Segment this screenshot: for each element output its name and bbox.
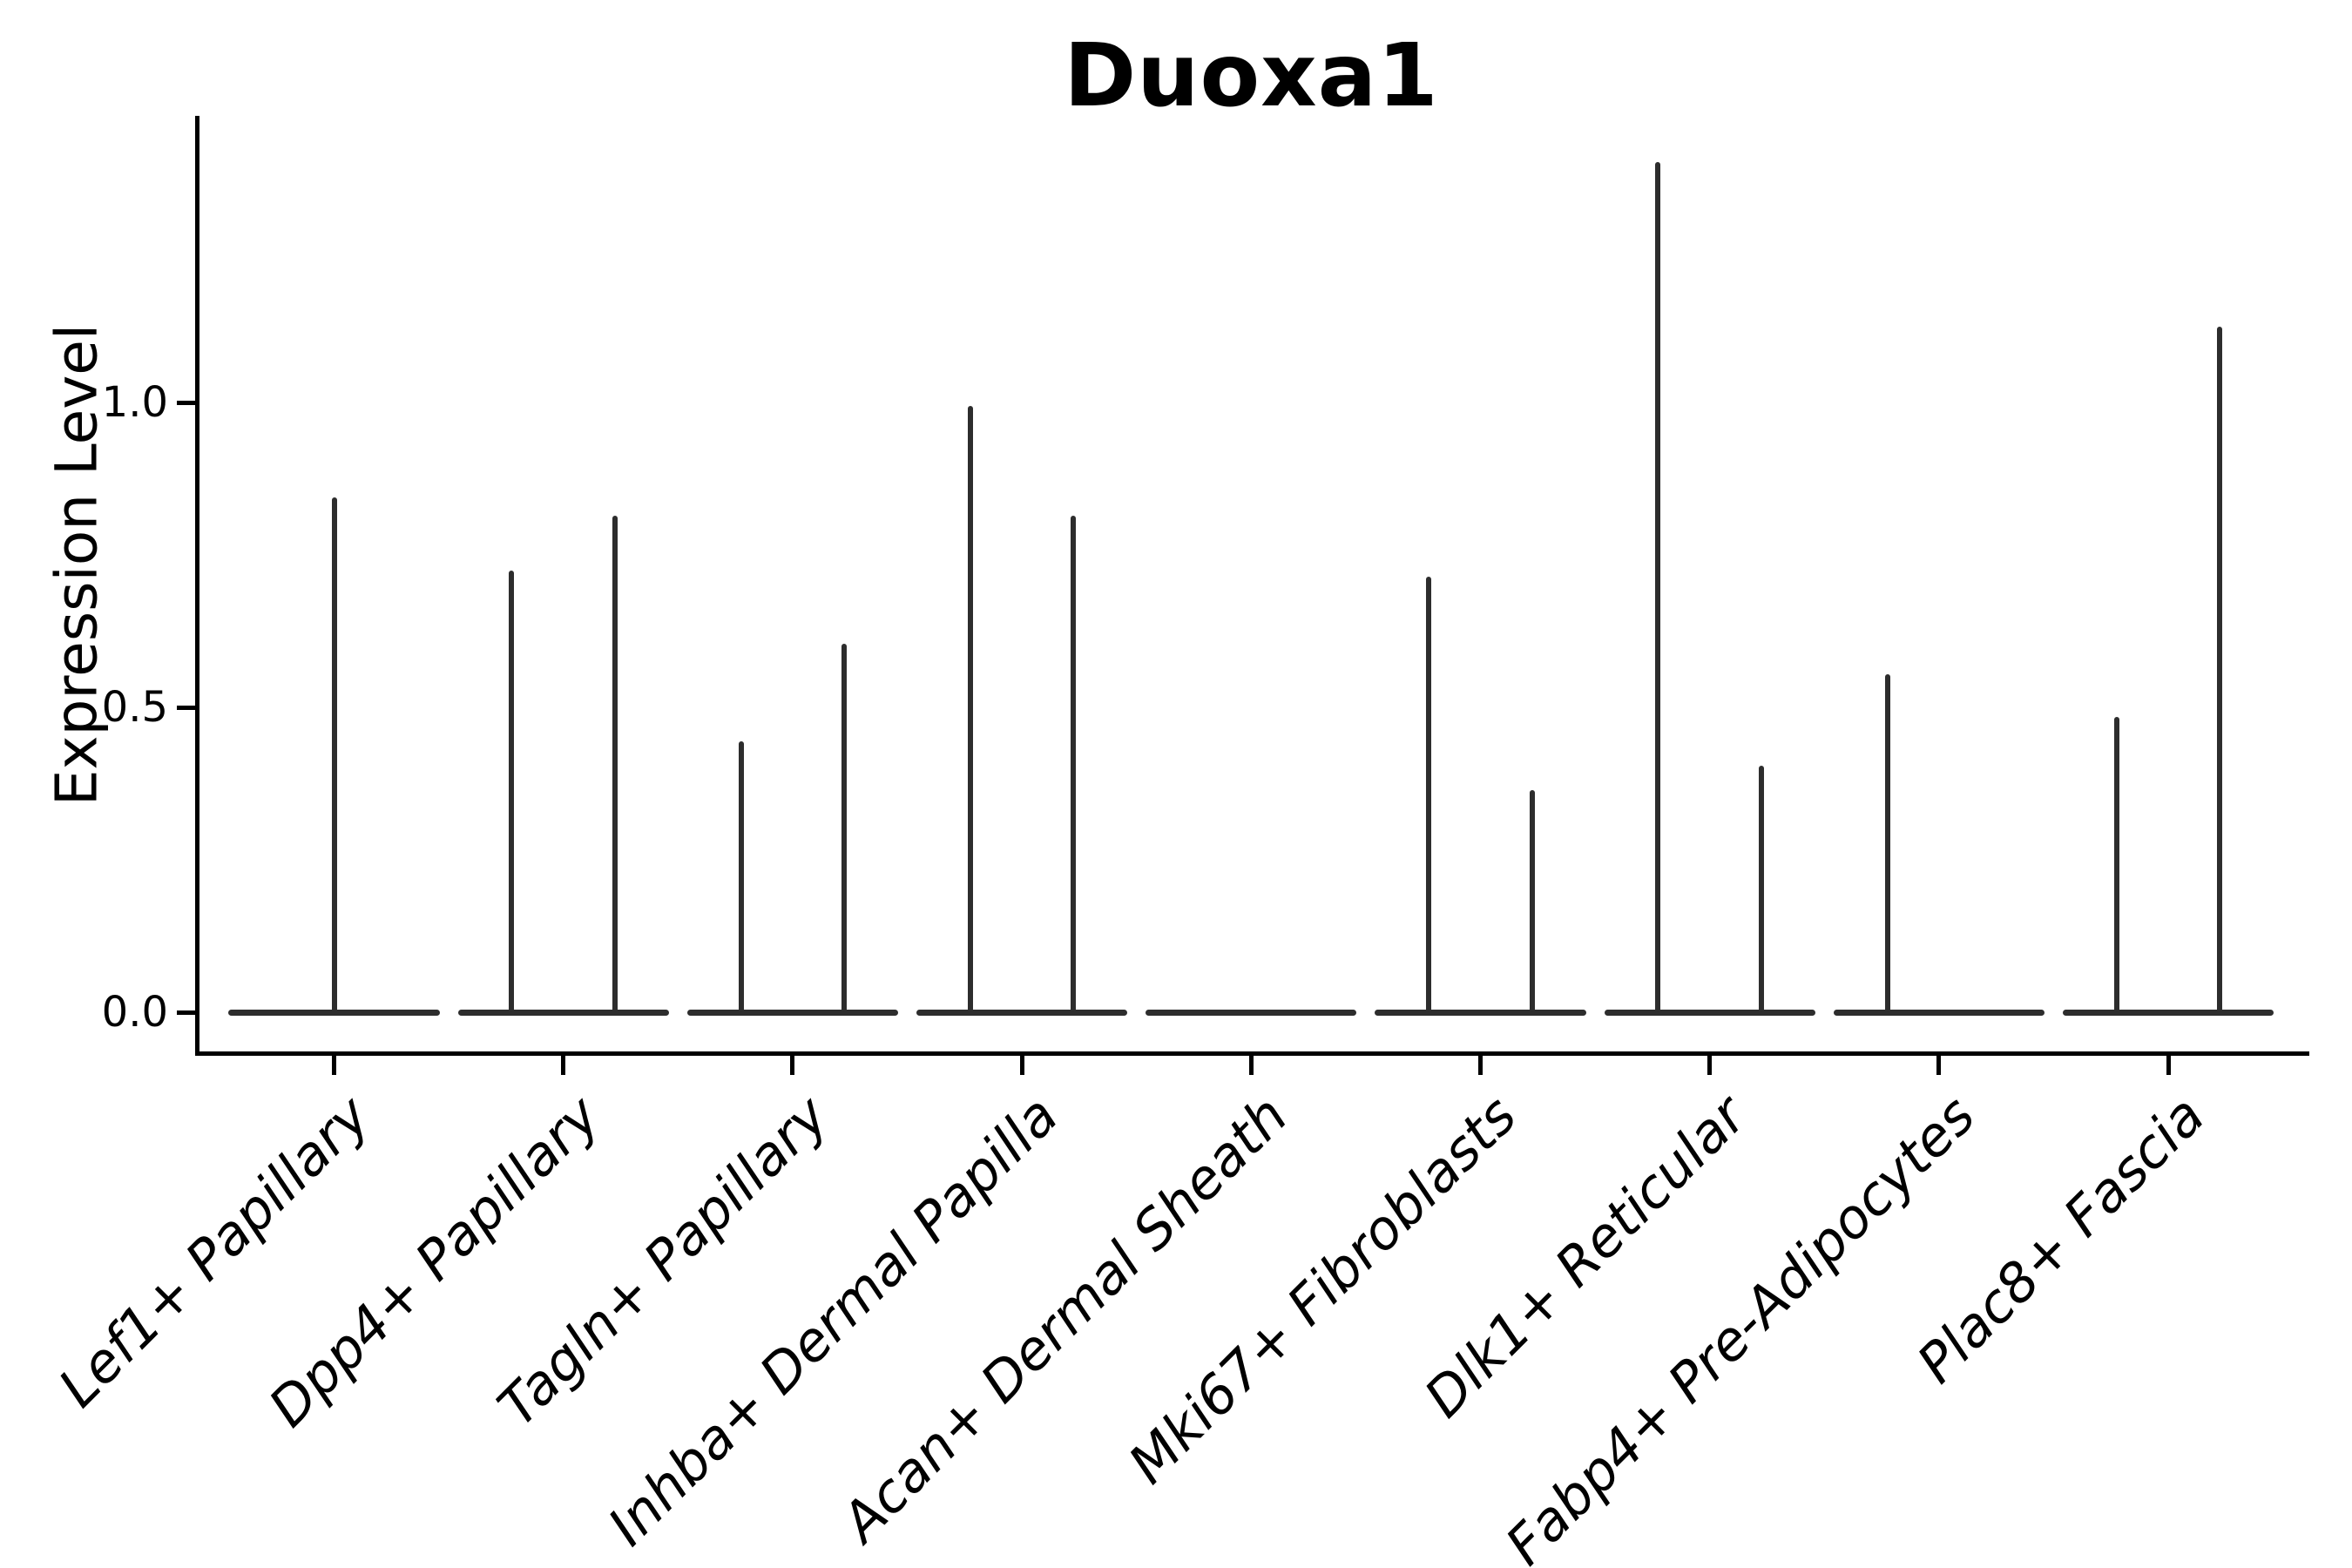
violin-spike (1884, 674, 1890, 1012)
x-tick (561, 1056, 566, 1075)
violin-spike (1758, 766, 1764, 1012)
violin-spike (331, 497, 337, 1012)
x-tick (1936, 1056, 1942, 1075)
violin-spike (967, 406, 973, 1012)
x-tick (332, 1056, 336, 1075)
violin-baseline (2063, 1009, 2274, 1016)
x-tick (1019, 1056, 1024, 1075)
y-tick (177, 401, 195, 405)
violin-spike (1529, 790, 1535, 1012)
y-tick (177, 706, 195, 710)
violin-baseline (228, 1009, 440, 1016)
violin-spike (509, 571, 515, 1012)
y-tick (177, 1010, 195, 1015)
violin-spike (841, 644, 848, 1012)
x-tick-label: Inhba+ Dermal Papilla (596, 1083, 1071, 1558)
violin-baseline (1375, 1009, 1586, 1016)
x-tick (1707, 1056, 1713, 1075)
violin-spike (1426, 577, 1432, 1012)
violin-spike (738, 741, 744, 1012)
x-tick-label: Fabp4+ Pre-Adipocytes (1493, 1083, 1988, 1568)
violin-spike (612, 516, 618, 1012)
x-axis-spine (195, 1051, 2309, 1056)
x-tick (1248, 1056, 1254, 1075)
y-tick-label: 0.0 (101, 988, 168, 1037)
x-tick (2166, 1056, 2171, 1075)
violin-baseline (686, 1009, 898, 1016)
plot-title: Duoxa1 (1064, 24, 1439, 126)
violin-spike (2113, 717, 2119, 1012)
violin-spike (1655, 162, 1661, 1012)
violin-baseline (1833, 1009, 2044, 1016)
y-tick-label: 1.0 (101, 378, 168, 427)
y-axis-label: Expression Level (43, 323, 111, 807)
x-tick (1478, 1056, 1483, 1075)
x-tick-label: Acan+ Dermal Sheath (828, 1083, 1300, 1554)
violin-baseline (916, 1009, 1128, 1016)
x-tick (790, 1056, 795, 1075)
violin-baseline (457, 1009, 669, 1016)
violin-baseline (1146, 1009, 1357, 1016)
violin-spike (2217, 327, 2223, 1012)
violin-spike (1071, 516, 1077, 1012)
y-tick-label: 0.5 (101, 683, 168, 732)
y-axis-spine (195, 116, 199, 1056)
violin-baseline (1604, 1009, 1815, 1016)
x-tick-label: Mki67+ Fibroblasts (1116, 1083, 1529, 1497)
